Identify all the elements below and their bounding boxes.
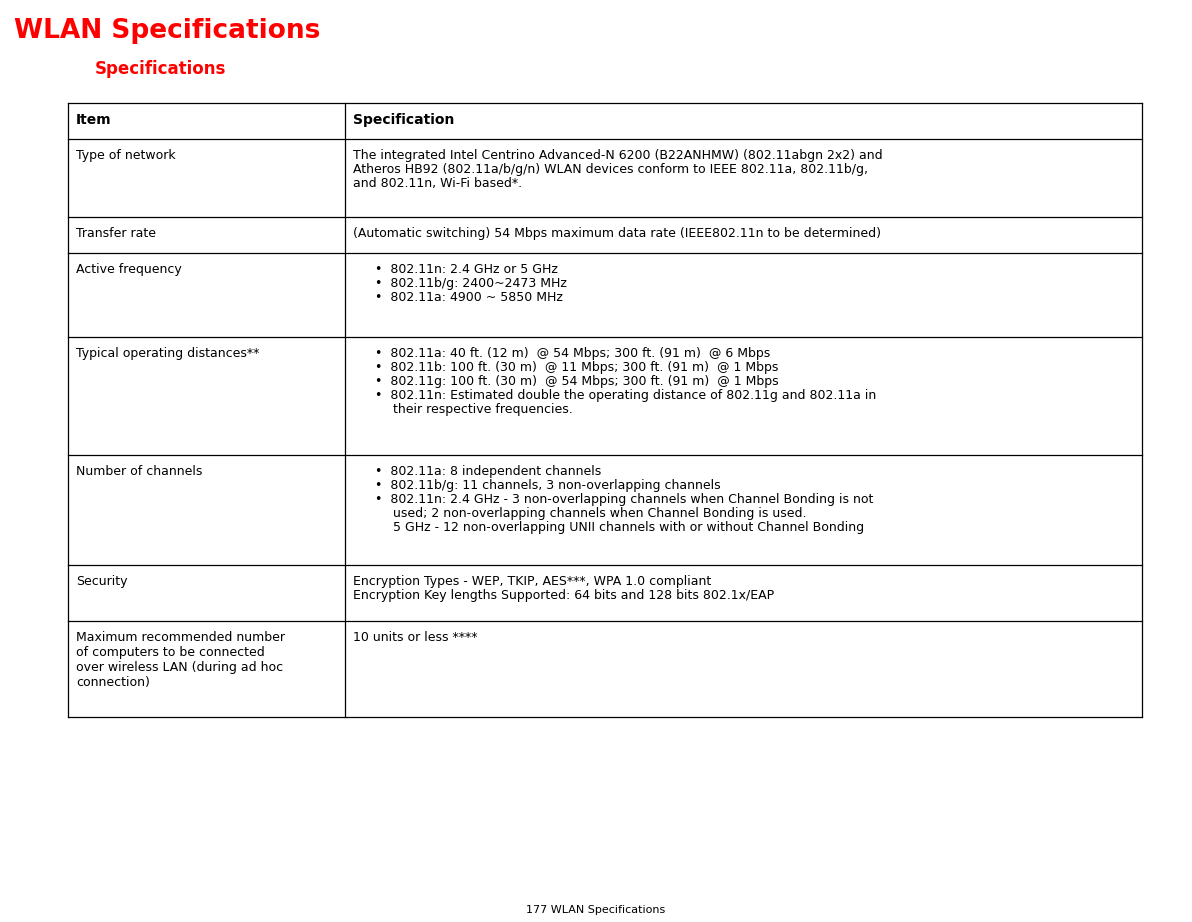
Text: Encryption Types - WEP, TKIP, AES***, WPA 1.0 compliant: Encryption Types - WEP, TKIP, AES***, WP… — [353, 575, 712, 588]
Text: Number of channels: Number of channels — [76, 465, 203, 478]
Text: Item: Item — [76, 113, 112, 127]
Text: 177 WLAN Specifications: 177 WLAN Specifications — [527, 905, 665, 915]
Text: Security: Security — [76, 575, 128, 588]
Text: •  802.11a: 4900 ~ 5850 MHz: • 802.11a: 4900 ~ 5850 MHz — [375, 291, 563, 304]
Text: WLAN Specifications: WLAN Specifications — [14, 18, 321, 44]
Text: Typical operating distances**: Typical operating distances** — [76, 347, 260, 360]
Text: •  802.11b/g: 11 channels, 3 non-overlapping channels: • 802.11b/g: 11 channels, 3 non-overlapp… — [375, 479, 721, 492]
Text: The integrated Intel Centrino Advanced-N 6200 (B22ANHMW) (802.11abgn 2x2) and: The integrated Intel Centrino Advanced-N… — [353, 149, 883, 162]
Text: (Automatic switching) 54 Mbps maximum data rate (IEEE802.11n to be determined): (Automatic switching) 54 Mbps maximum da… — [353, 227, 881, 240]
Text: Active frequency: Active frequency — [76, 263, 181, 276]
Text: used; 2 non-overlapping channels when Channel Bonding is used.: used; 2 non-overlapping channels when Ch… — [393, 507, 807, 520]
Text: Specifications: Specifications — [95, 60, 226, 78]
Text: Maximum recommended number
of computers to be connected
over wireless LAN (durin: Maximum recommended number of computers … — [76, 631, 285, 689]
Text: •  802.11a: 40 ft. (12 m)  @ 54 Mbps; 300 ft. (91 m)  @ 6 Mbps: • 802.11a: 40 ft. (12 m) @ 54 Mbps; 300 … — [375, 347, 770, 360]
Text: •  802.11n: Estimated double the operating distance of 802.11g and 802.11a in: • 802.11n: Estimated double the operatin… — [375, 389, 876, 402]
Text: and 802.11n, Wi-Fi based*.: and 802.11n, Wi-Fi based*. — [353, 177, 522, 190]
Text: 5 GHz - 12 non-overlapping UNII channels with or without Channel Bonding: 5 GHz - 12 non-overlapping UNII channels… — [393, 521, 864, 534]
Text: Encryption Key lengths Supported: 64 bits and 128 bits 802.1x/EAP: Encryption Key lengths Supported: 64 bit… — [353, 589, 775, 602]
Text: •  802.11g: 100 ft. (30 m)  @ 54 Mbps; 300 ft. (91 m)  @ 1 Mbps: • 802.11g: 100 ft. (30 m) @ 54 Mbps; 300… — [375, 375, 778, 388]
Text: •  802.11n: 2.4 GHz or 5 GHz: • 802.11n: 2.4 GHz or 5 GHz — [375, 263, 558, 276]
Text: •  802.11a: 8 independent channels: • 802.11a: 8 independent channels — [375, 465, 601, 478]
Text: •  802.11n: 2.4 GHz - 3 non-overlapping channels when Channel Bonding is not: • 802.11n: 2.4 GHz - 3 non-overlapping c… — [375, 493, 874, 506]
Text: Atheros HB92 (802.11a/b/g/n) WLAN devices conform to IEEE 802.11a, 802.11b/g,: Atheros HB92 (802.11a/b/g/n) WLAN device… — [353, 163, 868, 176]
Text: 10 units or less ****: 10 units or less **** — [353, 631, 478, 644]
Text: their respective frequencies.: their respective frequencies. — [393, 403, 573, 416]
Text: •  802.11b: 100 ft. (30 m)  @ 11 Mbps; 300 ft. (91 m)  @ 1 Mbps: • 802.11b: 100 ft. (30 m) @ 11 Mbps; 300… — [375, 361, 778, 374]
Text: Transfer rate: Transfer rate — [76, 227, 156, 240]
Text: Type of network: Type of network — [76, 149, 175, 162]
Text: Specification: Specification — [353, 113, 454, 127]
Text: •  802.11b/g: 2400~2473 MHz: • 802.11b/g: 2400~2473 MHz — [375, 277, 567, 290]
